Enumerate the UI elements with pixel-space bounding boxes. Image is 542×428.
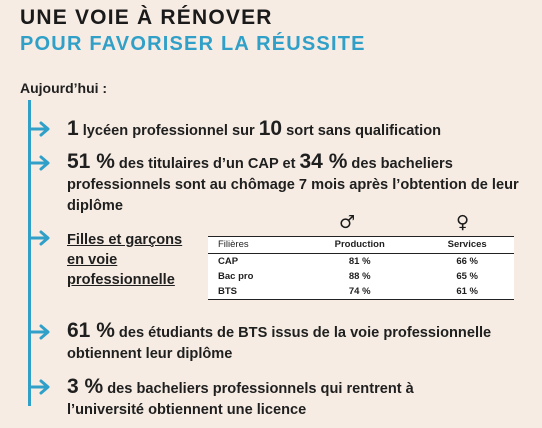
gender-table: Filières Production Services CAP 81 % 66…	[208, 236, 514, 300]
stat-text: lycéen professionnel sur	[78, 123, 259, 139]
table-cell: 88 %	[299, 269, 417, 284]
stat-number: 3 %	[67, 375, 104, 398]
stat-item-1: 1 lycéen professionnel sur 10 sort sans …	[67, 118, 527, 142]
arrow-right-icon	[29, 155, 51, 171]
timeline-rail	[28, 100, 31, 406]
stat-text: des bacheliers professionnels sont au ch…	[67, 156, 519, 214]
table-cell: BTS	[208, 284, 300, 300]
stat-text: des étudiants de BTS issus de la voie pr…	[67, 325, 492, 362]
table-cell: 74 %	[299, 284, 417, 300]
stat-text: des bacheliers professionnels qui rentre…	[67, 381, 414, 418]
arrow-right-icon	[29, 379, 51, 395]
gender-label-line: professionnelle	[67, 272, 175, 288]
stat-number: 34 %	[299, 150, 348, 173]
gender-label-line: Filles et garçons	[67, 232, 183, 248]
gender-label: Filles et garçons en voie professionnell…	[67, 230, 182, 290]
stat-number: 61 %	[67, 319, 115, 342]
stat-number: 10	[258, 117, 283, 140]
stat-item-2: 51 % des titulaires d’un CAP et 34 % des…	[67, 151, 522, 217]
table-row: CAP 81 % 66 %	[208, 253, 514, 269]
table-cell: 66 %	[416, 253, 514, 269]
stat-number: 1	[67, 117, 79, 140]
arrow-right-icon	[29, 230, 51, 246]
column-header: Production	[299, 236, 417, 254]
intro-label: Aujourd’hui :	[20, 80, 108, 96]
table-header-row: Filières Production Services	[208, 236, 514, 254]
arrow-right-icon	[29, 121, 51, 137]
table-cell: CAP	[208, 253, 300, 269]
stat-text: des titulaires d’un CAP et	[114, 156, 300, 172]
stat-text: sort sans qualification	[282, 123, 442, 139]
stat-item-4: 61 % des étudiants de BTS issus de la vo…	[67, 320, 527, 365]
page-title-line1: UNE VOIE À RÉNOVER	[20, 6, 273, 29]
page-title-line2: POUR FAVORISER LA RÉUSSITE	[20, 33, 366, 55]
arrow-right-icon	[29, 324, 51, 340]
male-symbol-icon: ♂	[339, 212, 356, 233]
female-symbol-icon: ♀	[456, 212, 470, 233]
stat-item-5: 3 % des bacheliers professionnels qui re…	[67, 376, 427, 421]
table-row: Bac pro 88 % 65 %	[208, 269, 514, 284]
column-header: Services	[416, 236, 514, 254]
stat-number: 51 %	[67, 150, 115, 173]
table-cell: 65 %	[416, 269, 514, 284]
table-cell: 81 %	[299, 253, 417, 269]
table-cell: 61 %	[416, 284, 514, 300]
gender-label-line: en voie	[67, 252, 118, 268]
table-cell: Bac pro	[208, 269, 300, 284]
table-row: BTS 74 % 61 %	[208, 284, 514, 300]
column-header: Filières	[208, 236, 300, 254]
